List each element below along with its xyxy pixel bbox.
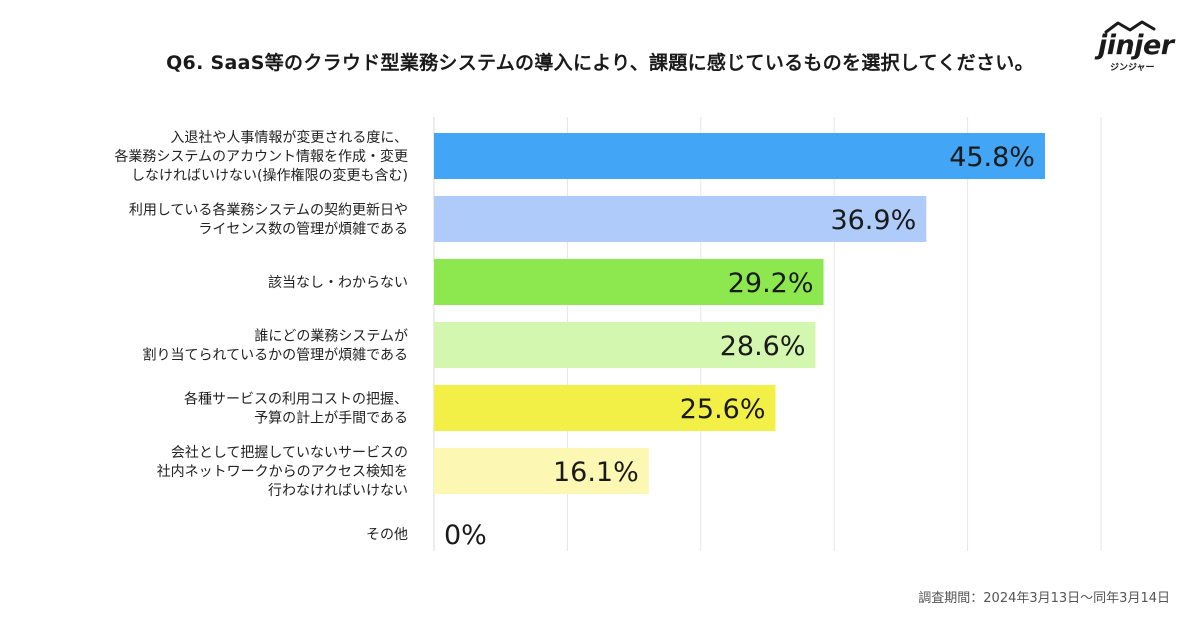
category-label: 各種サービスの利用コストの把握、 xyxy=(184,392,408,408)
category-label: しなければいけない(操作権限の変更も含む) xyxy=(131,167,408,184)
bar xyxy=(434,385,776,431)
data-label: 36.9% xyxy=(830,205,916,236)
bar xyxy=(434,133,1045,179)
data-label: 29.2% xyxy=(728,268,814,299)
category-label: その他 xyxy=(366,527,408,543)
data-label: 0% xyxy=(444,520,487,551)
chart-title: Q6. SaaS等のクラウド型業務システムの導入により、課題に感じているものを選… xyxy=(166,52,1034,74)
category-label: 割り当てられているかの管理が煩雑である xyxy=(143,347,408,364)
data-label: 25.6% xyxy=(680,394,766,425)
bar xyxy=(434,259,824,305)
category-label: 誰にどの業務システムが xyxy=(254,329,408,345)
category-label: 該当なし・わからない xyxy=(268,275,408,291)
logo-wordmark: jinjer xyxy=(1098,30,1174,61)
category-label: 行わなければいけない xyxy=(268,483,408,499)
data-label: 16.1% xyxy=(553,457,639,488)
category-label: 利用している各業務システムの契約更新日や xyxy=(129,203,408,219)
category-label: 会社として把握していないサービスの xyxy=(171,445,408,461)
roof-icon xyxy=(1104,20,1156,34)
survey-period-note: 調査期間：2024年3月13日〜同年3月14日 xyxy=(918,591,1170,606)
category-label: ライセンス数の管理が煩雑である xyxy=(198,222,408,238)
logo-kana: ジンジャー xyxy=(1110,63,1155,73)
category-label: 入退社や人事情報が変更される度に、 xyxy=(170,129,408,146)
bar xyxy=(434,322,816,368)
data-label: 28.6% xyxy=(720,331,806,362)
bar xyxy=(434,448,649,494)
category-label: 各業務システムのアカウント情報を作成・変更 xyxy=(114,148,408,165)
jinjer-logo: jinjer ジンジャー xyxy=(1092,18,1176,74)
bar xyxy=(434,196,927,242)
data-label: 45.8% xyxy=(949,142,1035,173)
category-label: 予算の計上が手間である xyxy=(254,411,408,427)
category-label: 社内ネットワークからのアクセス検知を xyxy=(157,463,408,480)
